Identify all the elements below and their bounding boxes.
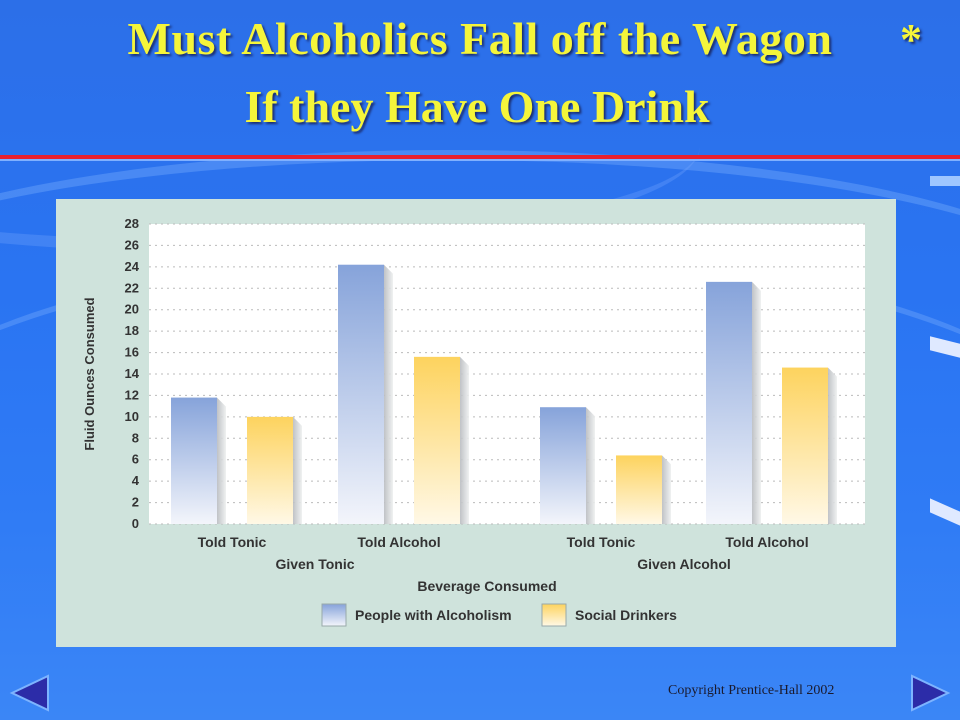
slide-title-line2: If they Have One Drink (244, 81, 710, 132)
slide-title-line1: Must Alcoholics Fall off the Wagon (127, 13, 833, 64)
y-tick-label: 8 (132, 430, 139, 445)
bar-shadow (293, 416, 302, 524)
x-tick-label: Told Alcohol (725, 534, 808, 550)
bar-shadow (662, 455, 671, 524)
bar-social-2 (616, 455, 662, 524)
legend-label: Social Drinkers (575, 607, 677, 623)
right-arrow-icon (911, 674, 951, 712)
y-tick-label: 4 (132, 473, 140, 488)
y-tick-label: 12 (125, 387, 139, 402)
x-tick-label: Told Alcohol (357, 534, 440, 550)
bar-social-3 (782, 367, 828, 524)
bar-alcoholism-0 (171, 397, 217, 524)
bar-social-1 (414, 356, 460, 524)
y-tick-label: 26 (125, 237, 139, 252)
x-axis-label: Beverage Consumed (417, 578, 556, 594)
y-tick-label: 14 (125, 366, 140, 381)
x-tick-label: Told Tonic (567, 534, 636, 550)
previous-slide-button[interactable] (8, 674, 52, 712)
bar-shadow (752, 281, 761, 524)
left-arrow-icon (9, 674, 49, 712)
legend-label: People with Alcoholism (355, 607, 512, 623)
y-tick-label: 16 (125, 345, 139, 360)
y-tick-label: 10 (125, 409, 139, 424)
title-asterisk: * (900, 15, 922, 64)
y-tick-label: 18 (125, 323, 139, 338)
y-tick-label: 0 (132, 516, 139, 531)
y-tick-label: 2 (132, 495, 139, 510)
legend-swatch (541, 603, 567, 627)
title-divider (0, 155, 960, 161)
y-tick-label: 24 (125, 259, 140, 274)
x-tick-label: Told Tonic (198, 534, 267, 550)
bar-alcoholism-1 (338, 264, 384, 524)
legend-swatch (321, 603, 347, 627)
copyright-text: Copyright Prentice-Hall 2002 (668, 683, 835, 698)
y-axis-label: Fluid Ounces Consumed (82, 297, 97, 450)
next-slide-button[interactable] (908, 674, 952, 712)
bar-alcoholism-3 (706, 281, 752, 524)
bar-shadow (586, 407, 595, 524)
y-tick-label: 22 (125, 280, 139, 295)
bar-shadow (828, 367, 837, 524)
edge-decoration (930, 498, 960, 526)
bar-alcoholism-2 (540, 407, 586, 524)
group-label: Given Alcohol (637, 556, 731, 572)
bar-social-0 (247, 416, 293, 524)
edge-decoration (930, 336, 960, 358)
bar-shadow (460, 356, 469, 524)
y-tick-label: 28 (125, 216, 139, 231)
y-tick-label: 20 (125, 302, 139, 317)
y-tick-label: 6 (132, 452, 139, 467)
chart-panel: 0 2 4 6 8 10 12 14 16 18 20 22 24 26 28 Told Tonic Told… (56, 199, 896, 647)
edge-decoration (930, 176, 960, 186)
group-label: Given Tonic (275, 556, 354, 572)
bar-shadow (217, 397, 226, 524)
bar-shadow (384, 264, 393, 524)
